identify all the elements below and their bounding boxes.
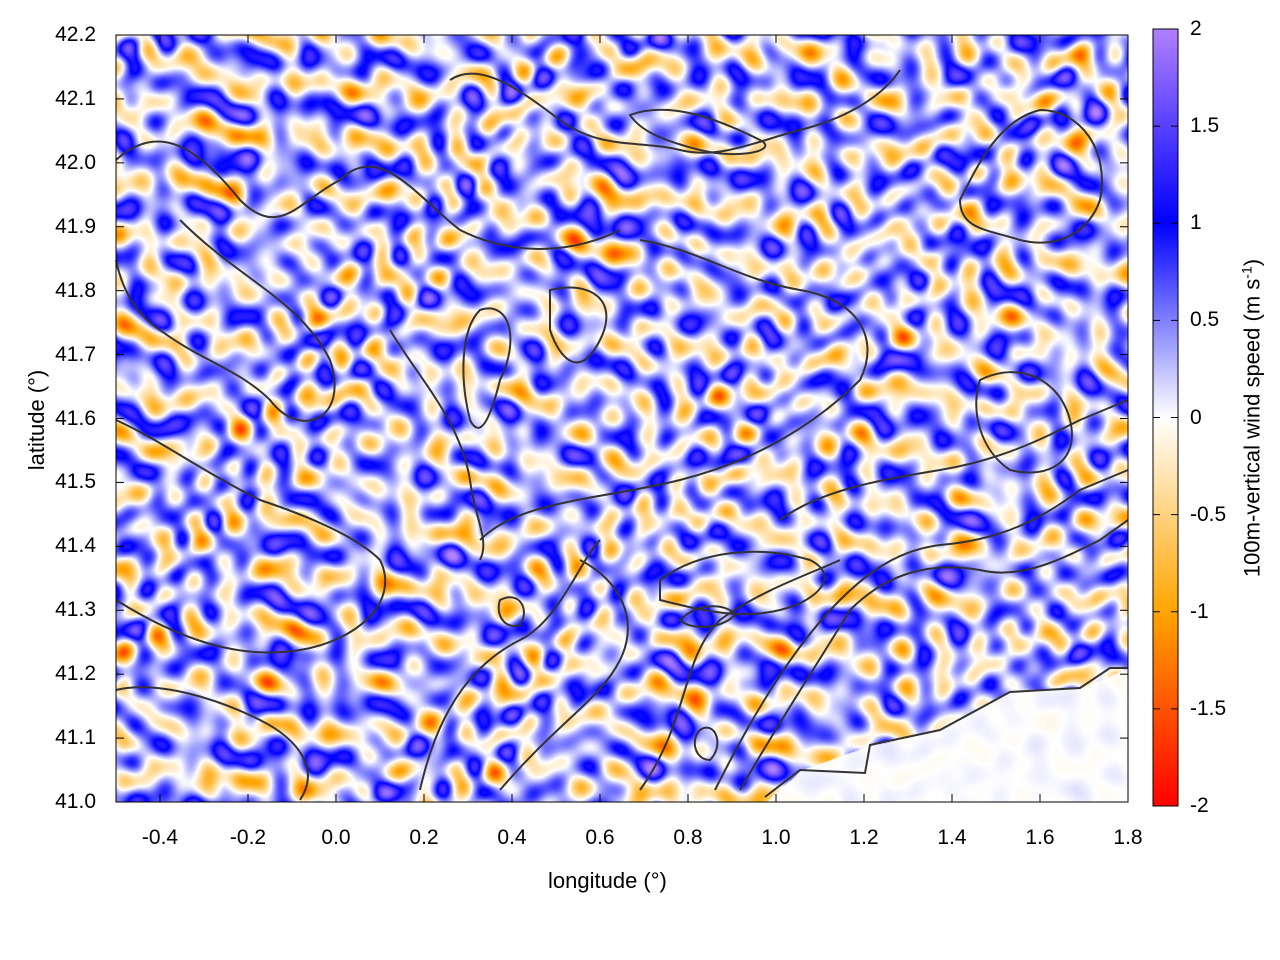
contour-line [497, 596, 525, 627]
x-tick-label: 1.0 [761, 826, 791, 849]
colorbar-tick-label: 0 [1190, 405, 1202, 429]
y-tick-label: 42.0 [55, 150, 96, 174]
y-tick-label: 41.4 [55, 534, 96, 558]
x-tick-label: 0.0 [321, 826, 351, 849]
heatmap-field [116, 35, 1128, 802]
contour-lines [115, 69, 1129, 801]
contour-line [115, 419, 387, 654]
contour-line [115, 140, 621, 250]
contour-line [678, 605, 737, 628]
contour-line [499, 559, 629, 791]
y-tick-label: 41.9 [55, 214, 96, 238]
colorbar-label-sup: -1 [1238, 266, 1255, 279]
contour-line [115, 686, 309, 801]
y-tick-label: 41.6 [55, 406, 96, 430]
x-axis-label: longitude (°) [548, 868, 667, 893]
contour-line [659, 550, 826, 616]
contour-line [628, 108, 767, 156]
y-tick-marks [116, 34, 1128, 803]
contour-line [479, 239, 869, 541]
x-tick-label: -0.4 [141, 826, 179, 849]
y-tick-label: 42.2 [55, 23, 96, 46]
x-tick-label: 1.4 [937, 826, 967, 849]
colorbar-tick-label: -1 [1190, 599, 1209, 623]
colorbar-tick-marks [1153, 28, 1178, 807]
contour-line [389, 329, 485, 561]
colorbar-tick-label: 0.5 [1190, 308, 1220, 332]
contour-line [779, 399, 1129, 521]
y-tick-label: 41.2 [55, 662, 96, 686]
y-tick-label: 41.1 [55, 726, 96, 750]
contour-line [639, 559, 841, 791]
contour-line [764, 667, 1128, 798]
y-tick-label: 41.7 [55, 342, 96, 366]
colorbar-tick-label: -2 [1190, 794, 1209, 817]
contour-line [462, 307, 512, 429]
y-axis-label: latitude (°) [24, 369, 49, 471]
contour-line [958, 108, 1103, 244]
x-tick-label: 0.4 [497, 826, 527, 849]
y-tick-label: 41.5 [55, 470, 96, 494]
x-tick-label: 0.8 [673, 826, 703, 849]
x-tick-label: 0.2 [409, 826, 439, 849]
contour-line [693, 726, 719, 762]
y-tick-label: 41.3 [55, 598, 96, 622]
colorbar-tick-label: -1.5 [1190, 696, 1227, 720]
x-tick-label: 0.6 [585, 826, 615, 849]
contour-line [549, 286, 608, 364]
x-tick-label: -0.2 [229, 826, 267, 849]
contour-line [975, 371, 1073, 474]
contour-line [739, 519, 1129, 791]
colorbar-tick-label: -0.5 [1190, 502, 1227, 526]
contour-line [115, 219, 336, 422]
contour-line [449, 69, 901, 154]
colorbar-label-end: ) [1239, 258, 1265, 267]
y-tick-label: 41.0 [55, 790, 96, 813]
colorbar-label: 100m-vertical wind speed (m s-1) [1238, 259, 1265, 577]
contour-line [714, 469, 1129, 791]
y-tick-label: 41.8 [55, 278, 96, 302]
contour-line [419, 539, 601, 791]
colorbar-tick-label: 1 [1190, 211, 1202, 235]
colorbar-tick-label: 2 [1190, 17, 1202, 40]
x-tick-marks [159, 35, 1129, 802]
colorbar-tick-label: 1.5 [1190, 114, 1220, 138]
x-tick-label: 1.6 [1025, 826, 1055, 849]
colorbar-label-main: 100m-vertical wind speed (m s [1239, 278, 1265, 578]
y-tick-label: 42.1 [55, 86, 96, 110]
x-tick-label: 1.8 [1113, 826, 1143, 849]
x-tick-label: 1.2 [849, 826, 879, 849]
